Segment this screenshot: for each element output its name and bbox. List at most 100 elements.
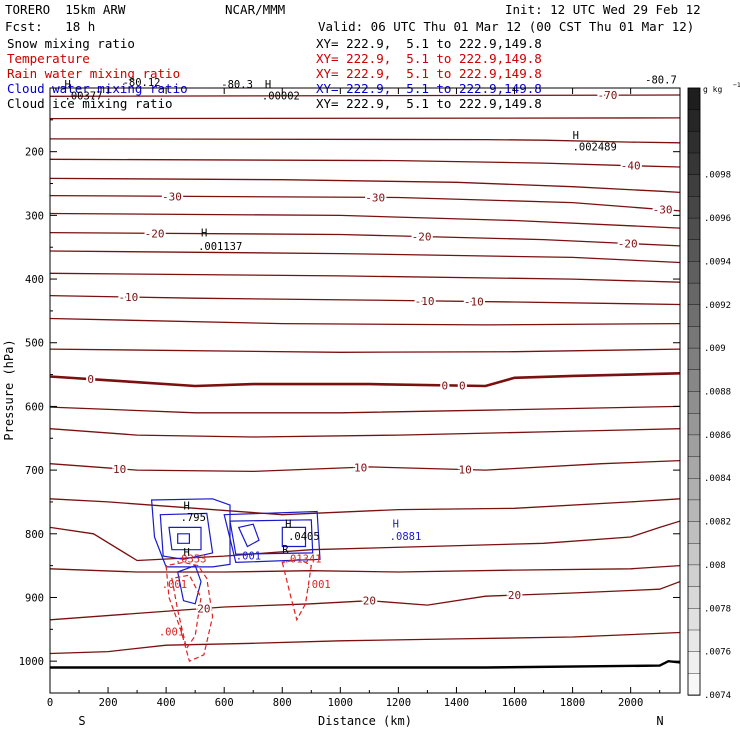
temperature-isotherm: [50, 250, 680, 264]
colorbar-tick-label: .0096: [704, 214, 731, 224]
y-tick-label: 900: [25, 592, 44, 604]
colorbar-tick-label: .0074: [704, 691, 731, 701]
x-axis-label: Distance (km): [318, 714, 412, 728]
isotherm-label: -40: [621, 160, 641, 173]
snow-max-label: H: [285, 518, 291, 530]
cloud-water-contour: [223, 510, 321, 564]
field-name-cloud-ice: Cloud ice mixing ratio: [7, 96, 173, 111]
cloud-water-contour: [237, 523, 260, 548]
cloud-water-label: H: [393, 518, 399, 530]
colorbar-swatch: [687, 478, 701, 501]
valid-time: Valid: 06 UTC Thu 01 Mar 12 (00 CST Thu …: [318, 19, 695, 34]
ice-max-label: -80.3: [221, 79, 253, 91]
temperature-isotherm: [50, 194, 680, 212]
end-label-north: N: [656, 714, 663, 728]
field-xy-cloud-ice: XY= 222.9, 5.1 to 222.9,149.8: [316, 96, 542, 111]
isotherm-label: -30: [365, 191, 385, 204]
colorbar-tick-label: .0086: [704, 431, 731, 441]
colorbar-swatch: [687, 196, 701, 219]
ice-max-label: .00002: [262, 90, 300, 102]
ice-max-label: .00377: [65, 90, 103, 102]
colorbar-swatch: [687, 217, 701, 241]
y-tick-label: 500: [25, 338, 44, 350]
y-tick-label: 700: [25, 465, 44, 477]
isotherm-label: 20: [363, 595, 376, 608]
zero-isotherm-label: 0: [442, 379, 449, 392]
colorbar-swatch: [687, 608, 701, 631]
isotherm-label: -10: [415, 295, 435, 308]
rain-label: .01341: [284, 553, 322, 565]
isotherm-label: -10: [118, 291, 138, 304]
colorbar-tick-label: .0098: [704, 171, 731, 181]
temperature-isotherm: [50, 212, 680, 229]
colorbar-swatch: [687, 261, 701, 284]
y-tick-label: 800: [25, 529, 44, 541]
colorbar-tick-label: .009: [704, 344, 726, 354]
cloud-water-contour: [168, 526, 202, 551]
x-tick-label: 400: [157, 697, 176, 709]
end-label-south: S: [78, 714, 85, 728]
rain-label: .001: [162, 579, 187, 591]
model-title: TORERO 15km ARW: [5, 2, 126, 17]
colorbar-swatch: [687, 87, 701, 111]
axis-layer: 0 200 400 600 800 1000 1200 1400 1600 1800 2000200…: [19, 87, 681, 709]
cloud-water-contour: [159, 512, 214, 560]
isotherm-label: 10: [113, 463, 126, 476]
colorbar-swatch: [687, 282, 701, 306]
x-tick-label: 1200: [386, 697, 411, 709]
field-xy-temperature: XY= 222.9, 5.1 to 222.9,149.8: [316, 51, 542, 66]
forecast-hour: Fcst: 18 h: [5, 19, 96, 34]
y-axis-label: Pressure (hPa): [2, 339, 16, 440]
colorbar-swatch: [687, 304, 701, 328]
field-xy-rain: XY= 222.9, 5.1 to 222.9,149.8: [316, 66, 542, 81]
snow-max-label: .795: [181, 512, 206, 524]
snow-max-label: R: [282, 544, 289, 556]
colorbar-tick-label: .0094: [704, 257, 731, 267]
field-name-snow: Snow mixing ratio: [7, 36, 135, 51]
rain-contour: [165, 561, 214, 663]
colorbar-swatch: [687, 347, 701, 371]
y-tick-label: 600: [25, 401, 44, 413]
temperature-isotherm: [50, 177, 680, 194]
x-tick-label: 600: [215, 697, 234, 709]
temperature-isotherm: [50, 272, 680, 283]
isotherm-label: -20: [145, 227, 165, 240]
cloud-water-contour: [229, 519, 314, 555]
plot-layer: -70 -40 -30 -30 -30 -20 -20 -20 -10 -10 -10 10 10 10 2…: [50, 75, 680, 669]
isotherm-label: -20: [618, 237, 638, 250]
temperature-isotherm: [50, 428, 680, 438]
isotherm-label: -70: [597, 89, 617, 102]
colorbar-swatch: [687, 109, 701, 133]
rain-label: .001: [305, 579, 330, 591]
x-tick-label: 1800: [560, 697, 585, 709]
colorbar-swatch: [687, 174, 701, 198]
org-label: NCAR/MMM: [225, 2, 286, 17]
colorbar-swatch: [687, 413, 701, 436]
colorbar-swatch: [687, 369, 701, 393]
surface-line: [50, 659, 680, 669]
colorbar-tick-label: .0076: [704, 648, 731, 658]
field-xy-snow: XY= 222.9, 5.1 to 222.9,149.8: [316, 36, 542, 51]
ice-max-label: H: [573, 130, 579, 142]
x-tick-label: 200: [99, 697, 118, 709]
isotherm-label: 10: [459, 464, 472, 477]
rain-label: .0353: [175, 553, 207, 565]
field-name-temperature: Temperature: [7, 51, 90, 66]
isotherm-label: 10: [354, 461, 367, 474]
cloud-water-contour: [281, 526, 307, 548]
y-tick-label: 400: [25, 274, 44, 286]
snow-max-label: H: [184, 547, 190, 559]
temperature-isotherm: [50, 348, 680, 353]
colorbar-swatch: [687, 564, 701, 588]
colorbar-swatch: [687, 629, 701, 653]
x-tick-label: 800: [273, 697, 292, 709]
colorbar: .0098 .0096 .0094 .0092 .009 .0088 .0086 .0084.…: [687, 81, 740, 701]
plot-frame: [49, 87, 681, 694]
cloud-water-label: .001: [236, 550, 261, 562]
colorbar-tick-label: .008: [704, 561, 726, 571]
isotherm-label: -20: [412, 231, 432, 244]
isotherm-label: 20: [197, 603, 210, 616]
ice-max-label: -80.12: [123, 77, 161, 89]
isotherm-label: -30: [653, 204, 673, 217]
